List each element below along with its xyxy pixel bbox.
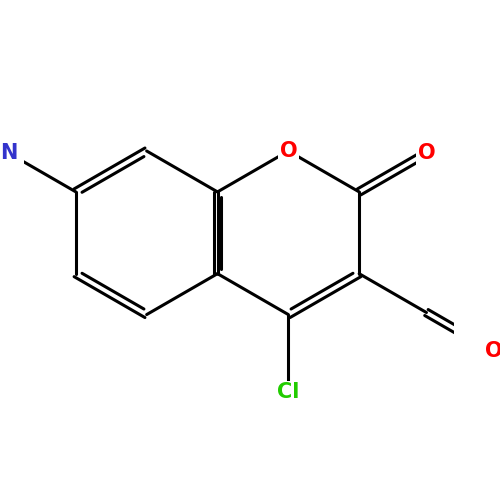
- Text: O: O: [418, 143, 436, 163]
- Text: N: N: [0, 143, 17, 163]
- Text: N: N: [0, 143, 17, 163]
- Text: O: O: [485, 342, 500, 361]
- Text: Cl: Cl: [277, 382, 299, 402]
- Text: O: O: [485, 342, 500, 361]
- Text: Cl: Cl: [277, 382, 299, 402]
- Text: O: O: [418, 143, 436, 163]
- Text: O: O: [280, 141, 297, 161]
- Text: O: O: [280, 141, 297, 161]
